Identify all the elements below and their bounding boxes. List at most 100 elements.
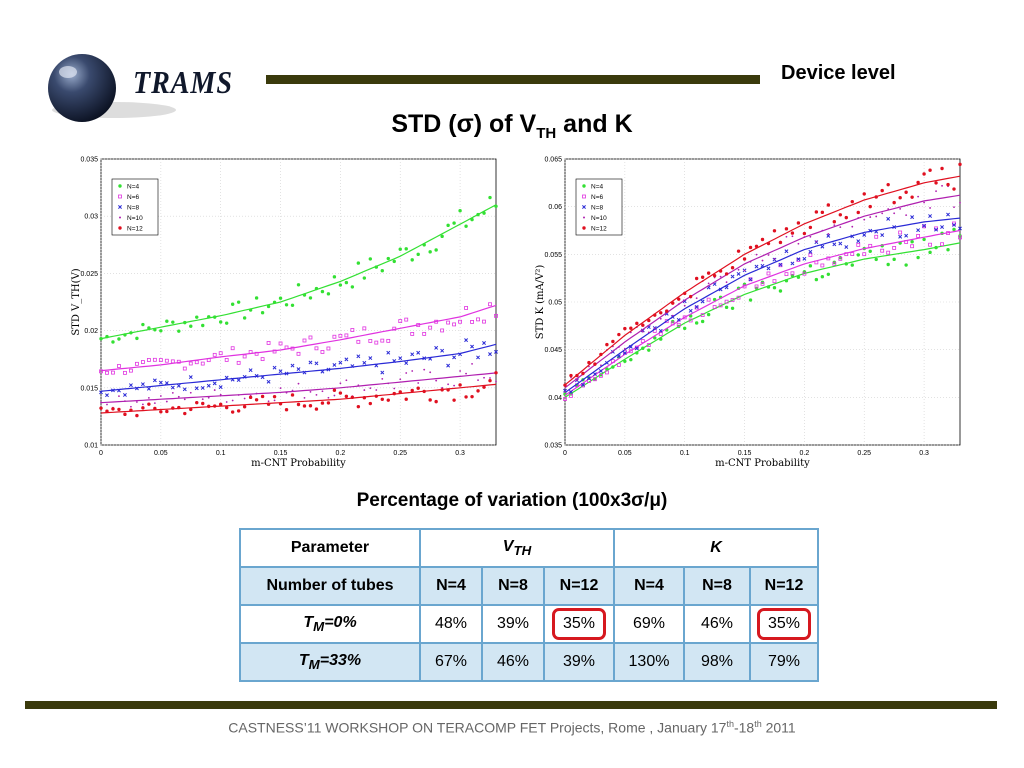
data-point [838, 241, 843, 246]
x-tick-label: 0.1 [216, 450, 226, 457]
data-point [152, 357, 157, 362]
data-point [766, 266, 771, 271]
data-point [410, 352, 415, 357]
data-point [368, 339, 373, 343]
data-point [488, 195, 492, 200]
data-point [653, 336, 657, 340]
data-point [374, 363, 379, 368]
legend-marker [582, 184, 586, 188]
data-point [212, 381, 217, 386]
data-point [700, 275, 705, 279]
data-point [344, 333, 349, 338]
data-point [482, 319, 486, 324]
data-point [476, 317, 480, 322]
data-point [189, 324, 193, 328]
data-point [350, 328, 355, 332]
data-point [260, 357, 265, 362]
data-point [356, 354, 361, 359]
x-tick-label: 0.3 [455, 450, 465, 457]
data-point [170, 359, 175, 364]
data-point [465, 372, 467, 375]
data-point [189, 407, 193, 412]
data-point [611, 339, 615, 344]
data-point [152, 378, 157, 383]
data-point [446, 363, 451, 368]
data-point [791, 235, 794, 238]
data-point [724, 272, 729, 276]
data-point [676, 317, 681, 322]
data-point [225, 401, 228, 403]
data-point [820, 244, 825, 249]
data-point [105, 370, 109, 375]
data-point [129, 408, 133, 412]
data-point [790, 231, 795, 235]
data-point [917, 195, 920, 198]
data-point [958, 162, 962, 167]
data-point [862, 232, 867, 237]
row-label-sub: M [308, 657, 320, 673]
data-point [730, 306, 735, 310]
data-point [446, 320, 451, 325]
table-cell: 39% [543, 642, 615, 682]
data-point [236, 360, 241, 365]
series-fit-line [564, 229, 961, 396]
data-point [599, 373, 603, 378]
data-point [743, 269, 746, 272]
data-point [272, 349, 277, 354]
data-point [682, 315, 687, 320]
data-point [405, 372, 408, 374]
data-point [772, 286, 777, 290]
data-point [730, 298, 735, 302]
data-point [880, 248, 885, 253]
data-point [242, 354, 247, 359]
data-point [730, 266, 735, 270]
y-tick-label: 0.01 [84, 443, 98, 450]
data-point [736, 295, 741, 300]
title-suffix: and K [556, 110, 633, 138]
data-point [326, 367, 331, 372]
data-point [587, 360, 591, 365]
data-point [195, 400, 199, 405]
legend-label: N=6 [127, 194, 139, 201]
data-point [315, 393, 318, 396]
data-point [820, 210, 825, 215]
x-tick-label: 0.2 [800, 450, 810, 457]
data-point [760, 237, 765, 242]
data-point [171, 320, 175, 324]
tubes-col: N=4 [419, 566, 483, 606]
x-tick-label: 0.05 [618, 450, 632, 457]
data-point [868, 243, 873, 248]
data-point [416, 386, 420, 390]
section-label: Device level [781, 62, 896, 84]
data-point [470, 394, 474, 399]
data-point [374, 265, 379, 269]
data-point [868, 249, 872, 253]
x-axis-label: m-CNT Probability [715, 458, 810, 469]
data-point [296, 351, 301, 356]
data-point [374, 340, 379, 345]
data-point [387, 382, 390, 385]
data-point [706, 312, 711, 317]
legend-label: N=6 [591, 194, 603, 201]
data-point [320, 350, 325, 354]
data-point [665, 309, 669, 313]
data-point [706, 271, 711, 275]
data-point [380, 269, 384, 273]
data-point [236, 300, 241, 304]
data-point [99, 369, 103, 374]
data-point [797, 242, 800, 245]
data-point [183, 411, 187, 416]
header-k: K [613, 528, 819, 568]
data-point [688, 308, 693, 313]
data-point [694, 276, 699, 281]
title-subscript: TH [536, 125, 557, 142]
data-point [494, 349, 498, 354]
data-point [362, 396, 367, 400]
data-point [236, 409, 241, 413]
data-point [266, 402, 271, 406]
table-cell-highlighted: 35% [749, 604, 819, 644]
data-point [326, 292, 331, 296]
data-point [748, 277, 753, 282]
data-point [640, 339, 645, 343]
data-point [422, 389, 426, 394]
